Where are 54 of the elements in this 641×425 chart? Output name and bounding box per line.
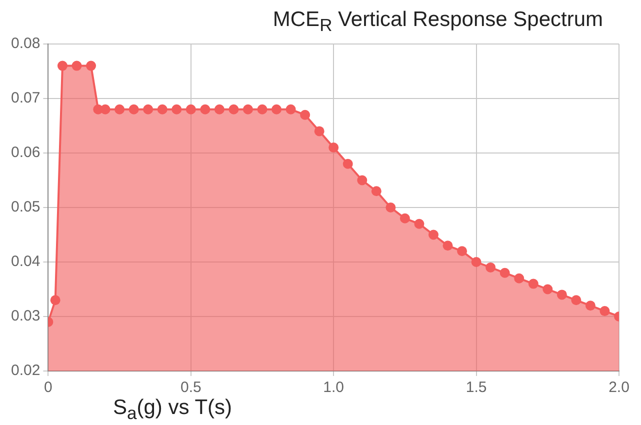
point xyxy=(400,213,410,224)
point xyxy=(357,175,368,186)
y-tick-label: 0.02 xyxy=(10,362,40,380)
point xyxy=(300,110,310,120)
point xyxy=(86,60,96,71)
x-tick-label: 2.0 xyxy=(608,379,630,396)
y-tick-label: 0.07 xyxy=(10,90,40,107)
y-tick-label: 0.08 xyxy=(10,35,40,52)
x-tick-label: 0 xyxy=(44,379,52,396)
point xyxy=(500,268,510,278)
point xyxy=(342,158,353,169)
point xyxy=(556,290,567,300)
point xyxy=(600,306,610,316)
x-axis-title: S$_{a}$(g) vs T(s) xyxy=(113,396,232,424)
point xyxy=(486,262,496,272)
chart-title: MCE$_{R}$ Vertical Response Spectrum xyxy=(272,8,603,36)
point xyxy=(386,202,396,212)
point xyxy=(57,60,68,71)
point xyxy=(143,104,154,114)
x-tick-label: 1.5 xyxy=(466,379,487,396)
point xyxy=(571,295,582,306)
point xyxy=(442,240,453,251)
point xyxy=(428,230,438,240)
point xyxy=(314,126,324,136)
point xyxy=(585,300,596,311)
point xyxy=(50,295,60,306)
y-tick-label: 0.05 xyxy=(10,198,40,216)
point xyxy=(471,257,482,267)
point xyxy=(200,104,210,114)
point xyxy=(100,104,110,114)
point xyxy=(328,142,339,153)
point xyxy=(172,104,182,114)
point xyxy=(542,284,553,294)
point xyxy=(528,278,538,289)
x-tick-label: 1.0 xyxy=(323,379,344,396)
point xyxy=(157,104,168,114)
point xyxy=(371,186,382,196)
point xyxy=(286,104,296,114)
y-tick-label: 0.06 xyxy=(10,144,40,162)
point xyxy=(114,104,125,114)
point xyxy=(242,104,253,114)
point xyxy=(414,218,424,229)
point xyxy=(128,104,139,114)
point xyxy=(228,104,239,114)
point xyxy=(214,104,224,114)
point xyxy=(457,246,468,256)
point xyxy=(514,273,524,284)
x-tick-label: 0.5 xyxy=(180,379,202,396)
y-tick-label: 0.03 xyxy=(10,308,40,325)
point xyxy=(72,60,82,71)
y-tick-label: 0.04 xyxy=(10,253,40,270)
point xyxy=(272,104,282,114)
point xyxy=(186,104,196,114)
point xyxy=(257,104,268,114)
